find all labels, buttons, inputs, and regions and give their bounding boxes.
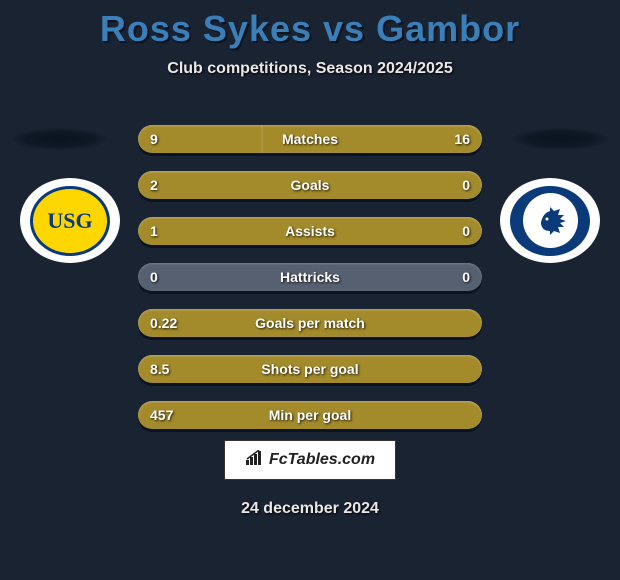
page-title: Ross Sykes vs Gambor (0, 0, 620, 50)
shadow-right (513, 128, 608, 150)
stat-label: Shots per goal (138, 355, 482, 383)
stats-bars: 916Matches 20Goals 10Assists 00Hattricks 0.2… (138, 125, 482, 447)
stat-bar: 8.5Shots per goal (138, 355, 482, 383)
gent-badge-icon (510, 186, 590, 256)
stat-bar: 457Min per goal (138, 401, 482, 429)
club-logo-left: USG (20, 178, 120, 263)
stat-label: Min per goal (138, 401, 482, 429)
brand-text: FcTables.com (269, 451, 375, 469)
stat-label: Matches (138, 125, 482, 153)
stat-label: Hattricks (138, 263, 482, 291)
stat-label: Goals per match (138, 309, 482, 337)
vs-separator: vs (323, 8, 365, 49)
stat-bar: 00Hattricks (138, 263, 482, 291)
usg-badge-icon: USG (30, 186, 110, 256)
shadow-left (12, 128, 107, 150)
stat-bar: 916Matches (138, 125, 482, 153)
gent-inner-circle (523, 193, 578, 248)
player2-name: Gambor (376, 8, 520, 49)
season-subtitle: Club competitions, Season 2024/2025 (0, 60, 620, 78)
stat-bar: 0.22Goals per match (138, 309, 482, 337)
chief-head-icon (530, 201, 570, 241)
brand-logo: FcTables.com (224, 440, 396, 480)
stat-bar: 10Assists (138, 217, 482, 245)
stat-bar: 20Goals (138, 171, 482, 199)
usg-monogram: USG (47, 208, 92, 234)
footer-date: 24 december 2024 (0, 500, 620, 518)
player1-name: Ross Sykes (100, 8, 312, 49)
chart-icon (245, 450, 265, 471)
stat-label: Goals (138, 171, 482, 199)
club-logo-right (500, 178, 600, 263)
stat-label: Assists (138, 217, 482, 245)
